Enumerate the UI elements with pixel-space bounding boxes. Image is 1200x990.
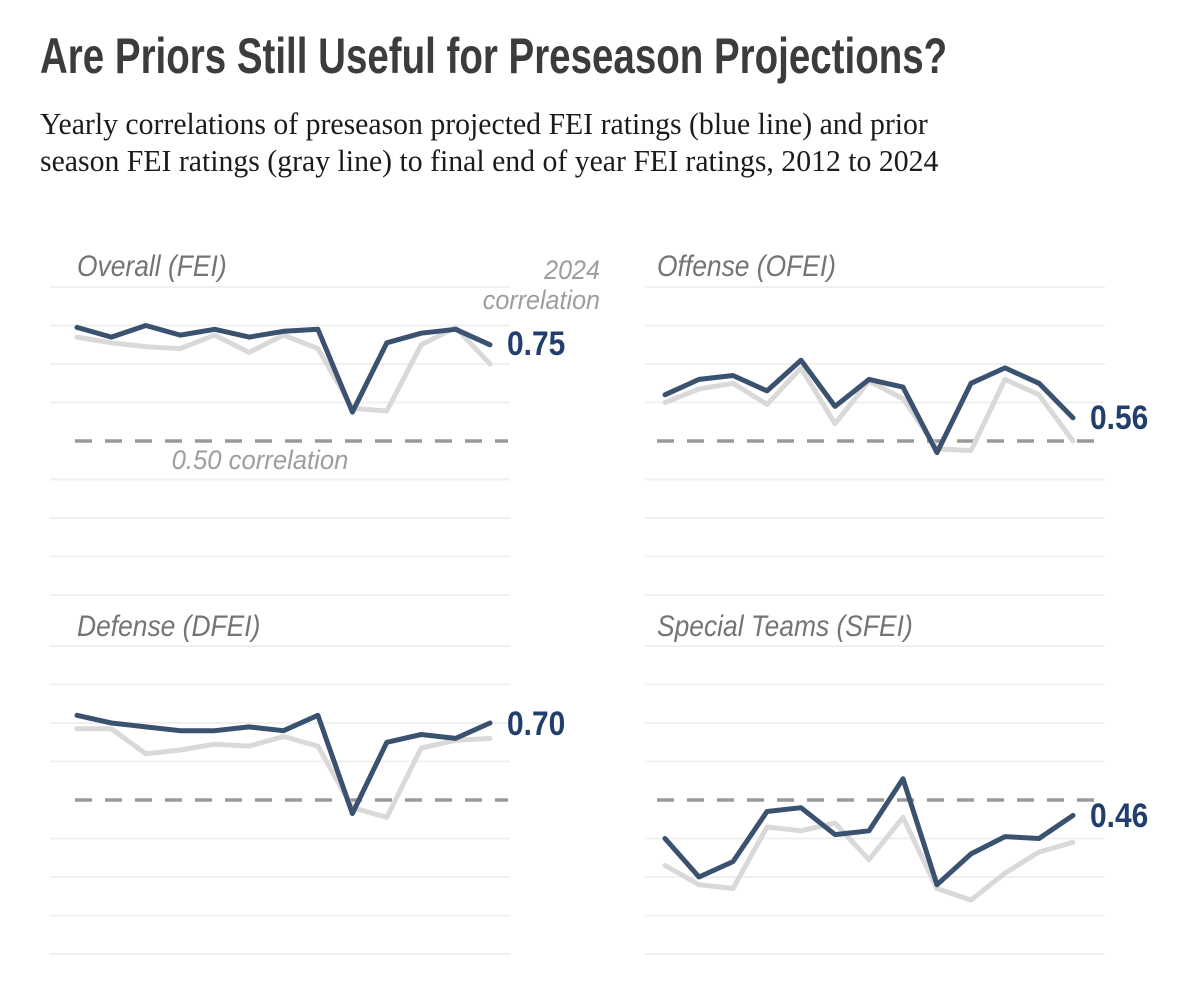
- special_teams-prior-line: [662, 814, 1076, 903]
- offense-projected-line: [662, 357, 1076, 456]
- page-title: Are Priors Still Useful for Preseason Pr…: [40, 28, 948, 84]
- value-label-special-teams: 0.46: [1090, 797, 1149, 835]
- defense-panel-plot: [50, 645, 510, 955]
- special_teams-projected-line: [662, 776, 1076, 888]
- subtitle-line-1: Yearly correlations of preseason project…: [40, 106, 928, 141]
- panel-title-overall: Overall (FEI): [77, 250, 227, 283]
- overall-panel-plot: [50, 286, 510, 596]
- annotation-2024-correlation: 2024 correlation: [482, 255, 600, 315]
- panel-title-defense: Defense (DFEI): [77, 610, 261, 643]
- overall-projected-line: [74, 323, 493, 415]
- panel-title-offense: Offense (OFEI): [657, 250, 836, 283]
- offense-panel-plot: [645, 286, 1105, 596]
- defense-prior-line: [74, 726, 493, 820]
- value-label-offense: 0.56: [1090, 399, 1149, 437]
- overall-prior-line: [74, 324, 493, 414]
- subtitle-line-2: season FEI ratings (gray line) to final …: [40, 143, 939, 178]
- defense-projected-line: [74, 712, 493, 816]
- value-label-defense: 0.70: [507, 705, 566, 743]
- panel-title-special-teams: Special Teams (SFEI): [657, 610, 913, 643]
- annotation-050-correlation: 0.50 correlation: [171, 445, 349, 475]
- page-subtitle: Yearly correlations of preseason project…: [40, 105, 938, 179]
- special_teams-panel-plot: [645, 645, 1105, 955]
- value-label-overall: 0.75: [507, 325, 566, 363]
